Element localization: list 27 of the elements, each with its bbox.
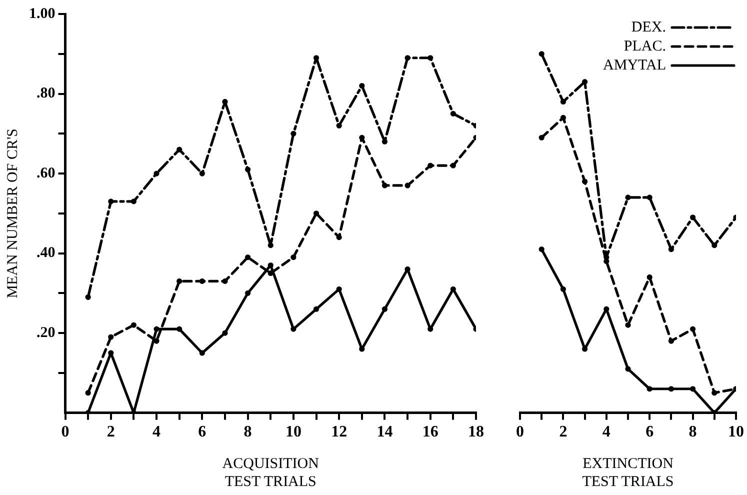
x-tick-label: 18 bbox=[468, 424, 484, 441]
x-tick-label: 2 bbox=[106, 424, 115, 441]
x-tick-label: 4 bbox=[152, 424, 161, 441]
x-tick-label: 12 bbox=[331, 424, 348, 441]
y-tick-label: .80 bbox=[36, 86, 56, 102]
x-tick-label: 2 bbox=[559, 424, 568, 441]
x-tick-label: 6 bbox=[646, 424, 654, 441]
x-tick-label: 10 bbox=[285, 424, 302, 441]
legend-label: PLAC. bbox=[624, 38, 666, 54]
x-axis-title: ACQUISITION TEST TRIALS bbox=[222, 456, 320, 490]
legend-label: AMYTAL bbox=[603, 57, 666, 74]
x-tick-label: 6 bbox=[198, 424, 206, 441]
x-tick-label: 0 bbox=[516, 424, 524, 441]
x-tick-label: 16 bbox=[422, 424, 438, 441]
y-axis-title: MEAN NUMBER OF CR'S bbox=[4, 128, 21, 298]
x-tick-label: 10 bbox=[728, 424, 744, 441]
x-tick-label: 8 bbox=[244, 424, 252, 441]
legend-label: DEX. bbox=[631, 19, 666, 36]
x-axis-title: EXTINCTION TEST TRIALS bbox=[582, 456, 674, 490]
x-tick-label: 0 bbox=[61, 424, 70, 441]
y-tick-label: .60 bbox=[36, 165, 56, 182]
y-tick-label: .20 bbox=[36, 324, 56, 341]
y-tick-label: 1.00 bbox=[29, 6, 56, 22]
y-tick-label: .40 bbox=[36, 245, 56, 262]
x-tick-label: 14 bbox=[376, 424, 393, 441]
x-tick-label: 4 bbox=[602, 424, 610, 441]
x-tick-label: 8 bbox=[688, 424, 697, 441]
